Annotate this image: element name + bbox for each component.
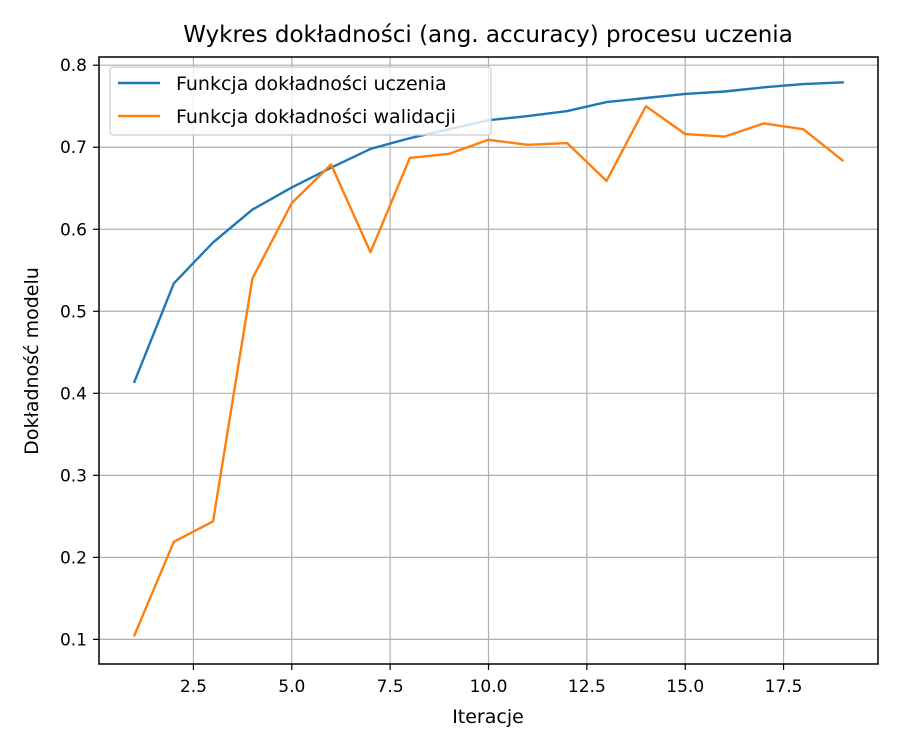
x-tick-label: 15.0 xyxy=(666,677,704,697)
validation-accuracy-line xyxy=(132,104,845,637)
legend-label: Funkcja dokładności uczenia xyxy=(176,73,447,95)
axis-ticks: 2.5 5.0 7.5 10.0 12.5 15.0 17.5 0.1 0.2 0.3 0.4 0.5… xyxy=(60,56,803,697)
y-tick-label: 0.8 xyxy=(60,56,87,76)
x-tick-label: 7.5 xyxy=(377,677,404,697)
legend-label: Funkcja dokładności walidacji xyxy=(176,106,456,128)
x-tick-label: 10.0 xyxy=(470,677,508,697)
y-axis-label: Dokładność modelu xyxy=(21,267,43,455)
x-tick-label: 2.5 xyxy=(180,677,207,697)
y-tick-label: 0.1 xyxy=(60,630,87,650)
y-tick-label: 0.3 xyxy=(60,466,87,486)
y-tick-label: 0.5 xyxy=(60,302,87,322)
legend-box xyxy=(109,66,492,136)
y-tick-label: 0.4 xyxy=(60,384,87,404)
x-axis-label: Iteracje xyxy=(452,706,524,728)
grid-lines xyxy=(99,57,878,664)
y-tick-label: 0.2 xyxy=(60,548,87,568)
chart-title: Wykres dokładności (ang. accuracy) proce… xyxy=(183,22,793,48)
y-tick-label: 0.7 xyxy=(60,138,87,158)
x-tick-label: 5.0 xyxy=(278,677,305,697)
legend: Funkcja dokładności uczenia Funkcja dokła… xyxy=(109,66,492,136)
x-tick-label: 12.5 xyxy=(568,677,606,697)
y-tick-label: 0.6 xyxy=(60,220,87,240)
x-tick-label: 17.5 xyxy=(765,677,803,697)
